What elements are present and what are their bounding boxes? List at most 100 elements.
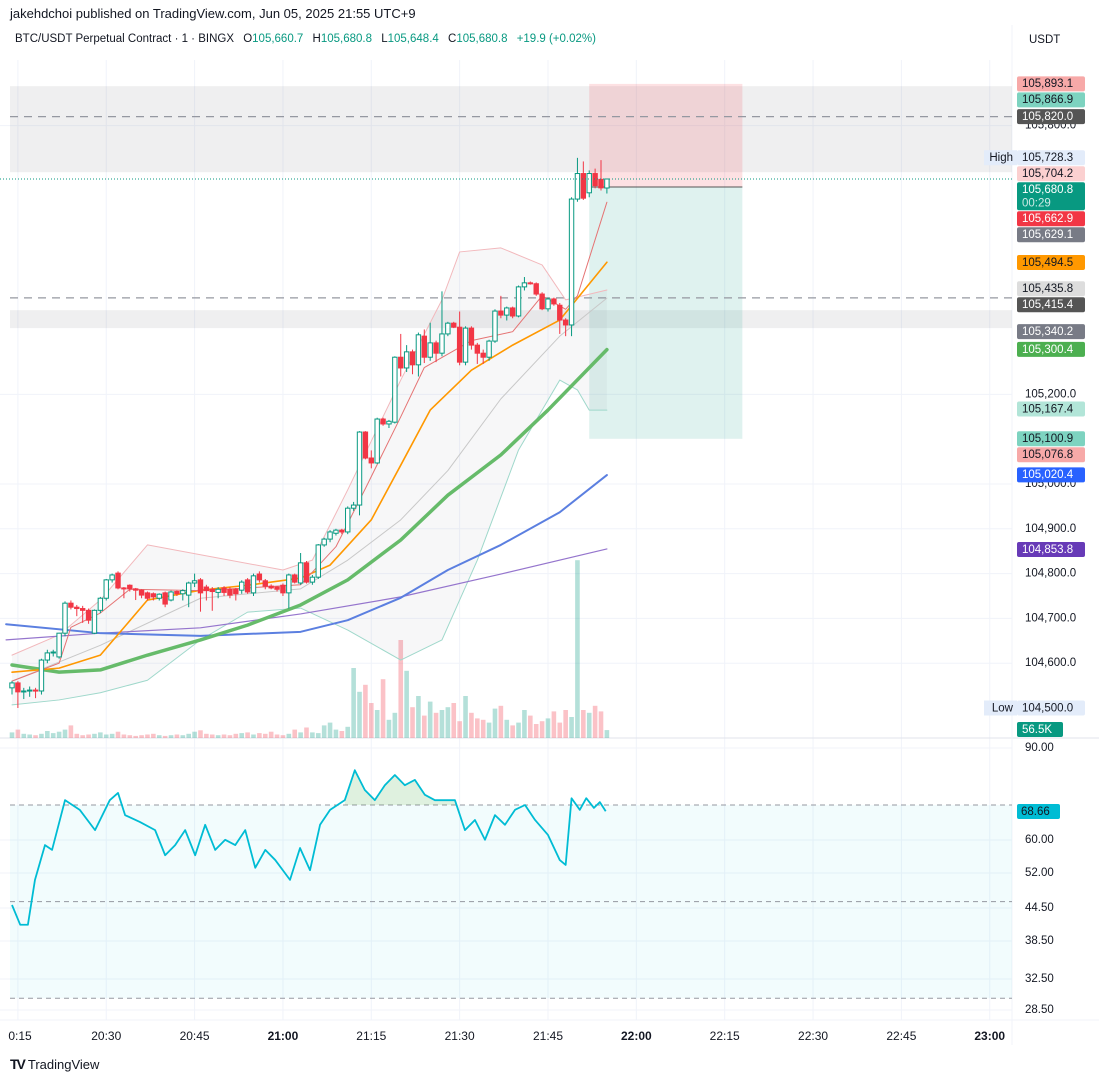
candle-body xyxy=(468,327,475,346)
candle-bearish xyxy=(32,687,39,699)
price-label[interactable]: 105,494.5 xyxy=(1017,254,1085,270)
price-label-text: 105,728.3 xyxy=(1022,152,1073,164)
price-label[interactable]: 105,340.2 xyxy=(1017,324,1085,340)
volume-bar xyxy=(545,718,551,738)
candle-body xyxy=(144,592,151,599)
candle-bearish xyxy=(292,573,298,584)
price-label[interactable]: 105,629.1 xyxy=(1017,227,1085,243)
candle-bearish xyxy=(451,321,457,329)
candle-body xyxy=(268,585,274,589)
price-label-text: 105,435.8 xyxy=(1022,283,1073,295)
candle-bullish xyxy=(415,332,422,377)
price-label[interactable]: 105,435.8 xyxy=(1017,281,1085,297)
price-label[interactable]: 104,500.0 Low xyxy=(984,700,1085,716)
volume-bar xyxy=(274,734,280,738)
volume-bar xyxy=(33,735,38,738)
candle-bearish xyxy=(474,342,481,364)
price-label[interactable]: 105,100.9 xyxy=(1017,431,1085,447)
candle-body xyxy=(127,584,133,590)
price-label-text: 105,300.4 xyxy=(1022,344,1074,356)
price-label[interactable]: 105,728.3 High xyxy=(984,150,1085,166)
volume-bar xyxy=(439,710,445,738)
rsi-axis-tick: 44.50 xyxy=(1025,902,1054,914)
candle-body xyxy=(539,293,545,310)
candle-bearish xyxy=(557,303,563,334)
candle-body xyxy=(515,286,522,317)
blue-ma-line xyxy=(5,474,608,637)
candle-bearish xyxy=(362,431,369,460)
price-axis: 105,800.0105,200.0105,000.0104,900.0104,… xyxy=(984,76,1085,1016)
candle-body xyxy=(521,282,528,288)
price-label[interactable]: 104,853.8 xyxy=(1017,541,1085,557)
price-label[interactable]: 105,415.4 xyxy=(1017,297,1085,313)
price-label[interactable]: 105,704.2 xyxy=(1017,166,1085,182)
price-label[interactable]: 105,893.1 xyxy=(1017,76,1085,92)
price-tag-text: Low xyxy=(992,702,1014,714)
candle-body xyxy=(292,574,298,583)
volume-bar xyxy=(427,701,433,738)
price-chart[interactable]: 105,800.0105,200.0105,000.0104,900.0104,… xyxy=(0,0,1099,1050)
volume-bar xyxy=(186,733,191,738)
volume-bar xyxy=(551,711,557,738)
time-axis-tick: 21:15 xyxy=(356,1029,386,1043)
candle-body xyxy=(533,283,539,295)
volume-bar xyxy=(50,733,56,738)
candle-bearish xyxy=(580,161,587,200)
price-axis-tick: 104,600.0 xyxy=(1025,657,1076,669)
candle-body xyxy=(233,588,239,595)
volume-bar xyxy=(404,670,409,738)
candle-bearish xyxy=(421,329,428,364)
volume-bar xyxy=(533,724,539,738)
volume-bar xyxy=(522,710,527,738)
candle-bullish xyxy=(321,537,327,547)
price-label[interactable]: 105,680.800:29 xyxy=(1017,182,1085,211)
candle-bearish xyxy=(527,281,534,285)
price-label[interactable]: 105,820.0 xyxy=(1017,109,1085,125)
volume-bar xyxy=(62,729,68,738)
candle-body xyxy=(309,576,316,583)
time-axis-tick: 0:15 xyxy=(8,1029,32,1043)
candle-bearish xyxy=(562,318,569,337)
price-label-text: 105,167.4 xyxy=(1022,403,1074,415)
candle-body xyxy=(244,579,251,593)
candle-bearish xyxy=(203,584,210,601)
candle-bullish xyxy=(91,609,98,635)
price-label[interactable]: 105,300.4 xyxy=(1017,341,1085,357)
volume-bar xyxy=(457,721,462,738)
volume-bar xyxy=(121,734,127,738)
candle-body xyxy=(551,298,557,305)
price-label[interactable]: 105,020.4 xyxy=(1017,467,1085,483)
tradingview-logo-icon: TV xyxy=(10,1056,26,1072)
candle-body xyxy=(339,529,345,533)
candle-body xyxy=(592,173,598,187)
price-label-text: 105,866.9 xyxy=(1022,94,1073,106)
candle-body xyxy=(498,310,504,316)
candle-body xyxy=(315,544,321,578)
candle-bearish xyxy=(244,578,251,594)
rsi-axis-tick: 32.50 xyxy=(1025,973,1054,985)
candle-bearish xyxy=(551,297,557,306)
candle-body xyxy=(115,572,121,589)
candle-body xyxy=(345,507,351,533)
price-label-text: 104,853.8 xyxy=(1022,544,1073,556)
volume-bar xyxy=(245,732,250,738)
price-label[interactable]: 105,167.4 xyxy=(1017,401,1085,417)
candle-bearish xyxy=(15,681,21,708)
candle-body xyxy=(62,602,68,634)
candle-bullish xyxy=(586,170,592,198)
candle-bullish xyxy=(50,649,56,657)
candle-body xyxy=(56,632,62,658)
currency-label[interactable]: USDT xyxy=(1029,34,1061,46)
candle-body xyxy=(527,282,534,285)
symbol-name[interactable]: BTC/USDT Perpetual Contract · 1 · BINGX xyxy=(15,33,234,45)
volume-bar xyxy=(463,696,468,738)
price-label[interactable]: 105,076.8 xyxy=(1017,447,1085,463)
price-label-text: 105,100.9 xyxy=(1022,433,1073,445)
price-label[interactable]: 105,662.9 xyxy=(1017,211,1085,227)
volume-bar xyxy=(333,729,339,738)
price-label[interactable]: 105,866.9 xyxy=(1017,92,1085,108)
volume-bar xyxy=(168,735,174,738)
candle-bullish xyxy=(250,573,257,596)
candle-body xyxy=(21,690,27,693)
countdown-text: 00:29 xyxy=(1022,197,1051,209)
